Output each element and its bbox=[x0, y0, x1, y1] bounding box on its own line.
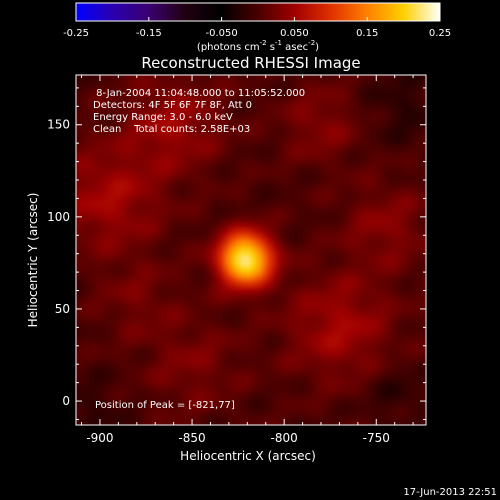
x-axis-ticks: -900 -850 -800 -750 bbox=[81, 75, 414, 445]
colorbar-tick-label: 0.050 bbox=[280, 28, 309, 39]
y-tick-label: 150 bbox=[47, 118, 70, 132]
info-line-energy: Energy Range: 3.0 - 6.0 keV bbox=[93, 112, 233, 123]
colorbar-tick-label: -0.15 bbox=[136, 28, 162, 39]
y-axis-ticks: 0 50 100 150 bbox=[47, 87, 426, 420]
y-tick-label: 100 bbox=[47, 210, 70, 224]
info-line-time: 8-Jan-2004 11:04:48.000 to 11:05:52.000 bbox=[93, 88, 305, 99]
y-axis-label: Heliocentric Y (arcsec) bbox=[26, 193, 40, 328]
y-tick-label: 50 bbox=[55, 302, 70, 316]
colorbar-strip bbox=[75, 2, 441, 22]
colorbar-tick-label: 0.25 bbox=[429, 28, 451, 39]
y-tick-label: 0 bbox=[62, 394, 70, 408]
colorbar-tick-label: -0.25 bbox=[63, 28, 89, 39]
colorbar-ticks: -0.25 -0.15 -0.050 0.050 0.15 0.25 bbox=[63, 17, 451, 39]
info-line-detectors: Detectors: 4F 5F 6F 7F 8F, Att 0 bbox=[93, 100, 252, 111]
colorbar-tick-label: -0.050 bbox=[205, 28, 237, 39]
colorbar-units-label: (photons cm-2 s-1 asec-2) bbox=[197, 39, 319, 53]
peak-position-label: Position of Peak = [-821,77] bbox=[95, 400, 235, 411]
x-axis-label: Heliocentric X (arcsec) bbox=[180, 449, 316, 463]
footer-timestamp: 17-Jun-2013 22:51 bbox=[403, 487, 497, 498]
x-tick-label: -750 bbox=[363, 431, 390, 445]
plot-title: Reconstructed RHESSI Image bbox=[141, 54, 360, 72]
x-tick-label: -800 bbox=[271, 431, 298, 445]
heatmap-image bbox=[76, 75, 426, 425]
x-tick-label: -900 bbox=[86, 431, 113, 445]
colorbar-tick-label: 0.15 bbox=[356, 28, 378, 39]
info-line-clean: Clean Total counts: 2.58E+03 bbox=[93, 124, 250, 135]
info-annotations: 8-Jan-2004 11:04:48.000 to 11:05:52.000 … bbox=[93, 88, 305, 135]
x-tick-label: -850 bbox=[178, 431, 205, 445]
colorbar: -0.25 -0.15 -0.050 0.050 0.15 0.25 (photons c… bbox=[63, 2, 451, 53]
plot-frame bbox=[75, 74, 427, 426]
